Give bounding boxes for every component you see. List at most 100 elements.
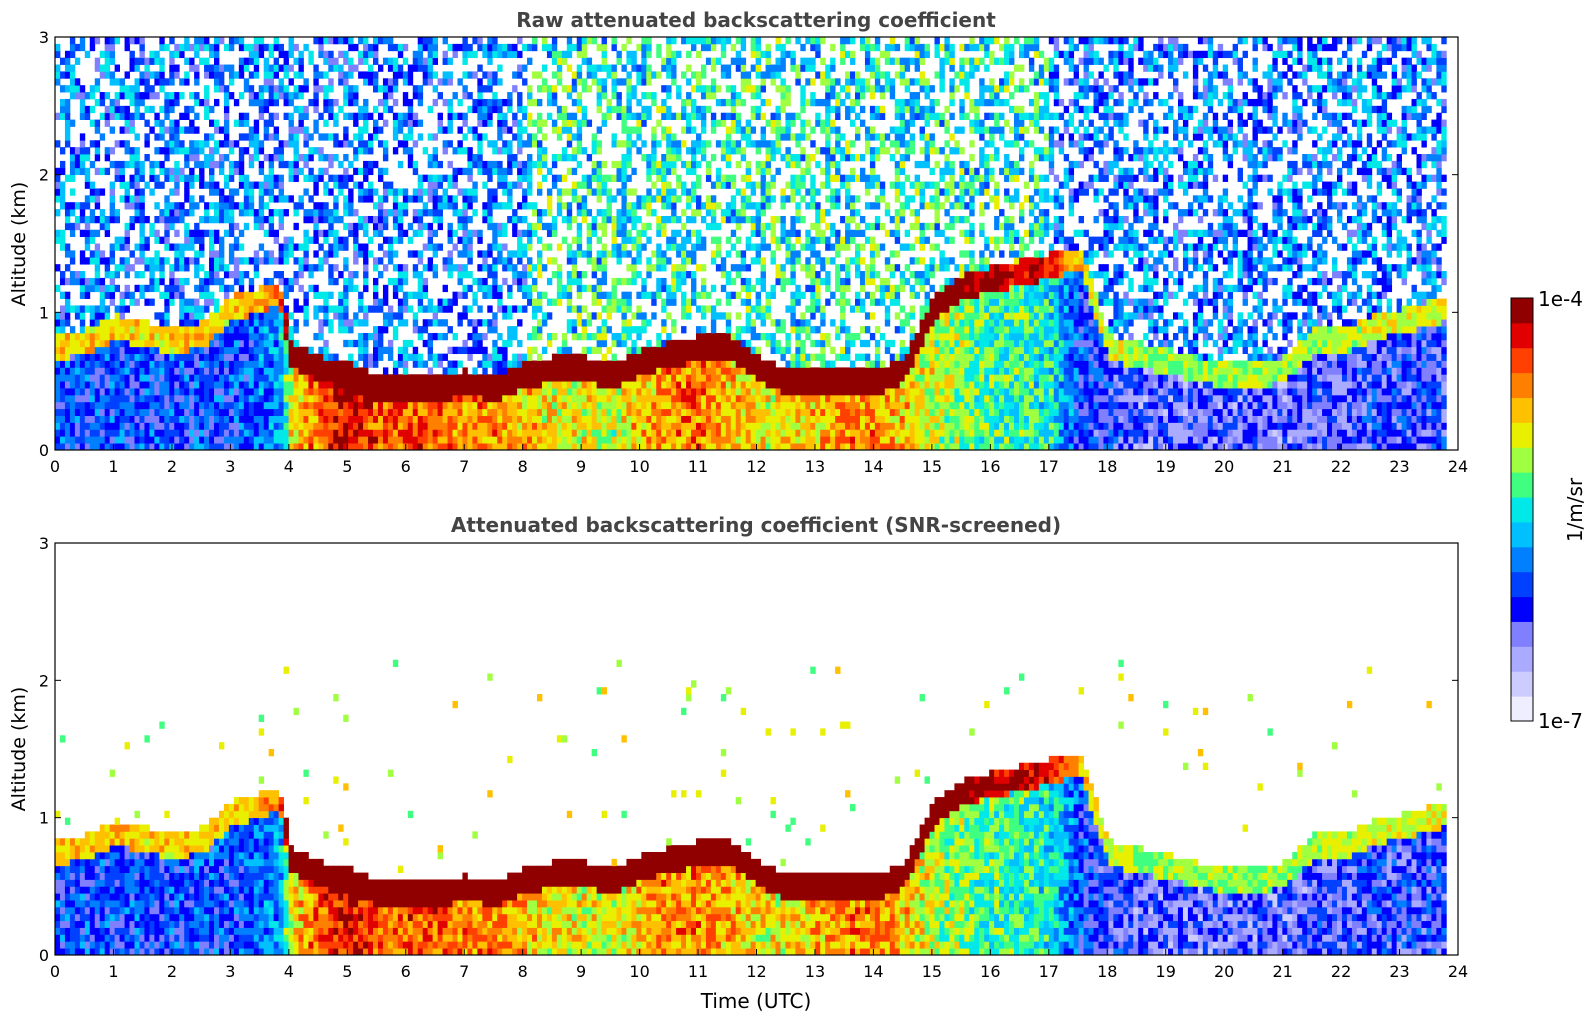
- heatmap-cell: [358, 57, 364, 65]
- heatmap-cell: [174, 367, 180, 375]
- heatmap-cell: [199, 264, 205, 272]
- heatmap-cell: [218, 332, 225, 341]
- heatmap-cell: [228, 332, 235, 341]
- heatmap-cell: [457, 188, 463, 196]
- heatmap-cell: [99, 339, 106, 348]
- heatmap-cell: [527, 388, 533, 396]
- heatmap-cell: [348, 222, 354, 231]
- heatmap-cell: [611, 381, 617, 389]
- heatmap-cell: [417, 181, 424, 189]
- heatmap-cell: [497, 105, 503, 114]
- heatmap-cell: [223, 195, 230, 203]
- heatmap-cell: [636, 429, 642, 437]
- heatmap-cell: [338, 408, 344, 416]
- heatmap-cell: [139, 319, 145, 327]
- heatmap-cell: [502, 422, 508, 430]
- heatmap-cell: [601, 257, 607, 265]
- heatmap-cell: [238, 443, 245, 451]
- heatmap-cell: [368, 374, 374, 382]
- heatmap-cell: [666, 298, 672, 306]
- heatmap-cell: [467, 353, 473, 361]
- heatmap-cell: [472, 429, 478, 437]
- heatmap-cell: [199, 436, 205, 444]
- heatmap-cell: [611, 353, 617, 361]
- heatmap-cell: [144, 388, 150, 396]
- heatmap-cell: [114, 92, 120, 100]
- heatmap-cell: [661, 133, 667, 141]
- heatmap-cell: [204, 415, 210, 423]
- heatmap-cell: [482, 202, 488, 210]
- heatmap-cell: [363, 271, 369, 279]
- heatmap-cell: [139, 443, 145, 451]
- heatmap-cell: [204, 422, 210, 430]
- heatmap-cell: [661, 388, 667, 396]
- heatmap-cell: [189, 305, 195, 313]
- heatmap-cell: [144, 215, 150, 224]
- heatmap-cell: [502, 346, 508, 355]
- heatmap-cell: [666, 126, 672, 134]
- heatmap-cell: [59, 422, 66, 430]
- heatmap-cell: [457, 429, 463, 437]
- heatmap-cell: [283, 195, 289, 203]
- heatmap-cell: [492, 236, 498, 244]
- heatmap-cell: [646, 436, 652, 444]
- heatmap-cell: [273, 64, 279, 72]
- heatmap-cell: [358, 250, 364, 258]
- heatmap-cell: [209, 160, 215, 169]
- heatmap-cell: [323, 202, 329, 210]
- heatmap-cell: [467, 271, 473, 279]
- heatmap-cell: [214, 181, 220, 189]
- heatmap-cell: [159, 332, 165, 341]
- heatmap-cell: [387, 353, 394, 361]
- heatmap-cell: [417, 64, 424, 72]
- heatmap-cell: [363, 346, 369, 355]
- heatmap-cell: [169, 394, 175, 403]
- heatmap-cell: [586, 436, 593, 444]
- heatmap-cell: [303, 374, 309, 382]
- heatmap-cell: [477, 78, 483, 86]
- heatmap-cell: [581, 408, 588, 416]
- heatmap-cell: [536, 112, 543, 120]
- heatmap-cell: [586, 250, 593, 258]
- heatmap-cell: [79, 360, 86, 368]
- heatmap-cell: [214, 408, 220, 416]
- heatmap-cell: [164, 305, 170, 313]
- heatmap-cell: [631, 394, 637, 403]
- heatmap-cell: [571, 326, 578, 334]
- heatmap-cell: [621, 119, 627, 127]
- heatmap-cell: [134, 298, 140, 306]
- heatmap-cell: [596, 264, 602, 272]
- heatmap-cell: [392, 264, 399, 272]
- heatmap-cell: [392, 443, 399, 451]
- heatmap-cell: [159, 326, 165, 334]
- heatmap-cell: [556, 381, 563, 389]
- heatmap-cell: [566, 360, 573, 368]
- heatmap-cell: [422, 277, 429, 286]
- heatmap-cell: [318, 257, 324, 265]
- heatmap-cell: [179, 126, 185, 134]
- heatmap-cell: [522, 271, 528, 279]
- heatmap-cell: [328, 78, 334, 86]
- heatmap-cell: [636, 229, 642, 238]
- heatmap-cell: [666, 50, 672, 59]
- heatmap-cell: [611, 388, 617, 396]
- heatmap-cell: [248, 160, 255, 169]
- heatmap-cell: [541, 436, 548, 444]
- heatmap-cell: [432, 429, 439, 437]
- heatmap-cell: [55, 401, 61, 410]
- heatmap-cell: [129, 195, 135, 203]
- heatmap-cell: [55, 140, 61, 148]
- heatmap-cell: [144, 346, 150, 355]
- heatmap-cell: [104, 374, 111, 382]
- heatmap-cell: [313, 215, 319, 224]
- heatmap-cell: [293, 360, 299, 368]
- heatmap-cell: [313, 126, 319, 134]
- heatmap-cell: [243, 85, 250, 93]
- heatmap-cell: [189, 243, 195, 251]
- heatmap-cell: [79, 401, 86, 410]
- heatmap-cell: [308, 264, 314, 272]
- heatmap-cell: [527, 229, 533, 238]
- heatmap-cell: [353, 388, 359, 396]
- heatmap-cell: [109, 415, 116, 423]
- heatmap-cell: [467, 43, 473, 52]
